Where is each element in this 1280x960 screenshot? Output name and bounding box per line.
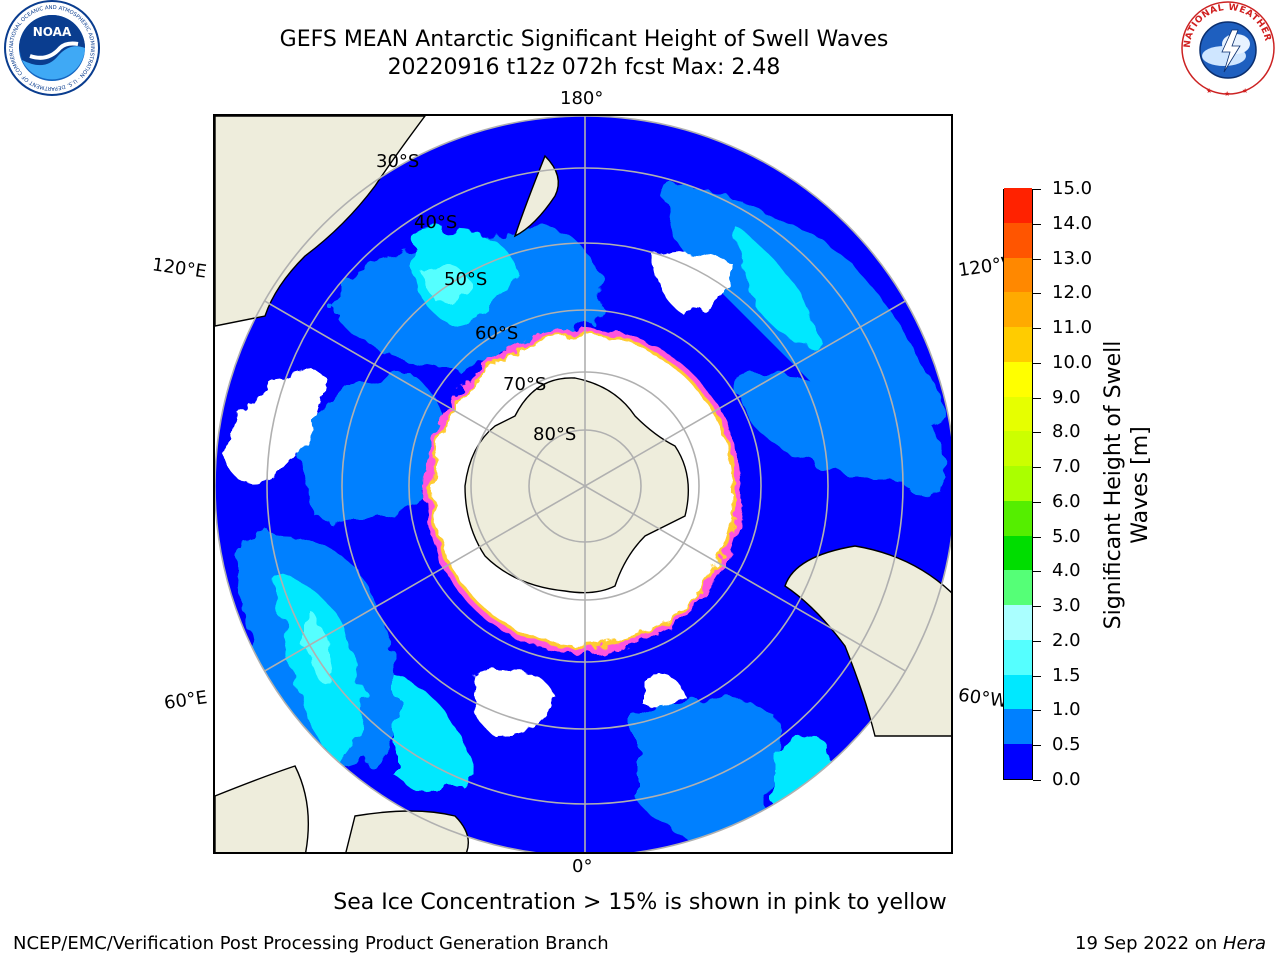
noaa-logo: NATIONAL OCEANIC AND ATMOSPHERIC ADMINIS…: [0, 0, 100, 96]
new-zealand: [513, 154, 559, 238]
colorbar-tick-label: 5.0: [1052, 526, 1081, 547]
africa: [215, 765, 309, 852]
madagascar-region: [345, 810, 469, 852]
sea-ice-note: Sea Ice Concentration > 15% is shown in …: [333, 890, 947, 915]
map-canvas: [215, 116, 951, 852]
colorbar-tick-label: 0.5: [1052, 734, 1081, 755]
lat-label-80s: 80°S: [533, 424, 577, 445]
colorbar-tick: [1033, 502, 1041, 503]
antarctica: [464, 377, 690, 594]
colorbar-segment: [1004, 187, 1032, 223]
colorbar-segment: [1004, 674, 1032, 710]
colorbar-tick-label: 13.0: [1052, 248, 1093, 269]
colorbar-tick-label: 12.0: [1052, 282, 1093, 303]
colorbar-segment: [1004, 569, 1032, 606]
colorbar-segment: [1004, 743, 1032, 779]
colorbar-segment: [1004, 604, 1032, 640]
colorbar-tick-label: 2.0: [1052, 630, 1081, 651]
colorbar-tick-label: 8.0: [1052, 421, 1081, 442]
colorbar-segment: [1004, 291, 1032, 328]
australia-region: [215, 116, 426, 327]
antarctic-map: [213, 114, 953, 854]
colorbar-tick: [1033, 571, 1041, 572]
colorbar-tick-label: 14.0: [1052, 213, 1093, 234]
colorbar-tick: [1033, 398, 1041, 399]
colorbar-tick: [1033, 641, 1041, 642]
land-masses: [215, 116, 951, 852]
colorbar-segment: [1004, 430, 1032, 467]
colorbar-tick-label: 10.0: [1052, 352, 1093, 373]
colorbar-segment: [1004, 535, 1032, 571]
colorbar-tick-label: 1.5: [1052, 665, 1081, 686]
colorbar-segment: [1004, 709, 1032, 745]
colorbar-tick: [1033, 745, 1041, 746]
lon-label-60w: 60°W: [956, 684, 1009, 713]
colorbar-tick-label: 0.0: [1052, 769, 1081, 790]
colorbar-segment: [1004, 465, 1032, 501]
colorbar-tick: [1033, 710, 1041, 711]
colorbar-tick: [1033, 432, 1041, 433]
colorbar-segment: [1004, 361, 1032, 397]
colorbar-tick: [1033, 189, 1041, 190]
colorbar-tick-label: 3.0: [1052, 595, 1081, 616]
colorbar-segment: [1004, 326, 1032, 362]
lat-label-70s: 70°S: [503, 374, 547, 395]
colorbar-segment: [1004, 257, 1032, 293]
colorbar-tick: [1033, 780, 1041, 781]
lon-label-180: 180°: [560, 88, 604, 109]
lat-label-40s: 40°S: [414, 212, 458, 233]
colorbar-tick-label: 1.0: [1052, 699, 1081, 720]
colorbar-tick-label: 11.0: [1052, 317, 1093, 338]
footer-date: 19 Sep 2022 on Hera: [1075, 933, 1266, 954]
colorbar-tick: [1033, 537, 1041, 538]
south-america: [784, 545, 951, 737]
colorbar-tick: [1033, 224, 1041, 225]
svg-text:★: ★: [1206, 87, 1212, 95]
colorbar-tick-label: 4.0: [1052, 560, 1081, 581]
svg-text:★: ★: [1242, 87, 1248, 95]
graticule: [215, 116, 951, 852]
lat-label-30s: 30°S: [376, 151, 420, 172]
footer-credit: NCEP/EMC/Verification Post Processing Pr…: [13, 933, 609, 954]
colorbar-tick-label: 15.0: [1052, 178, 1093, 199]
colorbar-tick-label: 7.0: [1052, 456, 1081, 477]
colorbar-tick: [1033, 606, 1041, 607]
colorbar-segment: [1004, 639, 1032, 675]
lon-label-120e: 120°E: [150, 254, 208, 283]
lon-label-0: 0°: [572, 856, 593, 877]
colorbar-segment: [1004, 222, 1032, 258]
footer-date-text: 19 Sep 2022 on: [1075, 933, 1223, 954]
colorbar-tick: [1033, 293, 1041, 294]
chart-title: GEFS MEAN Antarctic Significant Height o…: [279, 27, 889, 52]
colorbar-tick: [1033, 363, 1041, 364]
footer-host: Hera: [1222, 933, 1266, 954]
lat-label-60s: 60°S: [475, 323, 519, 344]
colorbar-tick: [1033, 259, 1041, 260]
colorbar-tick: [1033, 676, 1041, 677]
colorbar-title: Significant Height of Swell Waves [m]: [1101, 340, 1153, 630]
colorbar-tick: [1033, 467, 1041, 468]
svg-text:★: ★: [1224, 90, 1230, 98]
colorbar-tick: [1033, 328, 1041, 329]
colorbar-segment: [1004, 396, 1032, 432]
colorbar: [1003, 187, 1033, 780]
lon-label-60e: 60°E: [162, 687, 209, 714]
lat-label-50s: 50°S: [444, 269, 488, 290]
noaa-logo-text: NOAA: [33, 25, 72, 39]
colorbar-tick-label: 9.0: [1052, 387, 1081, 408]
colorbar-segment: [1004, 500, 1032, 536]
chart-subtitle: 20220916 t12z 072h fcst Max: 2.48: [387, 55, 781, 80]
nws-logo: NATIONAL WEATHER SERVICE ★★★: [1178, 0, 1275, 98]
colorbar-tick-label: 6.0: [1052, 491, 1081, 512]
